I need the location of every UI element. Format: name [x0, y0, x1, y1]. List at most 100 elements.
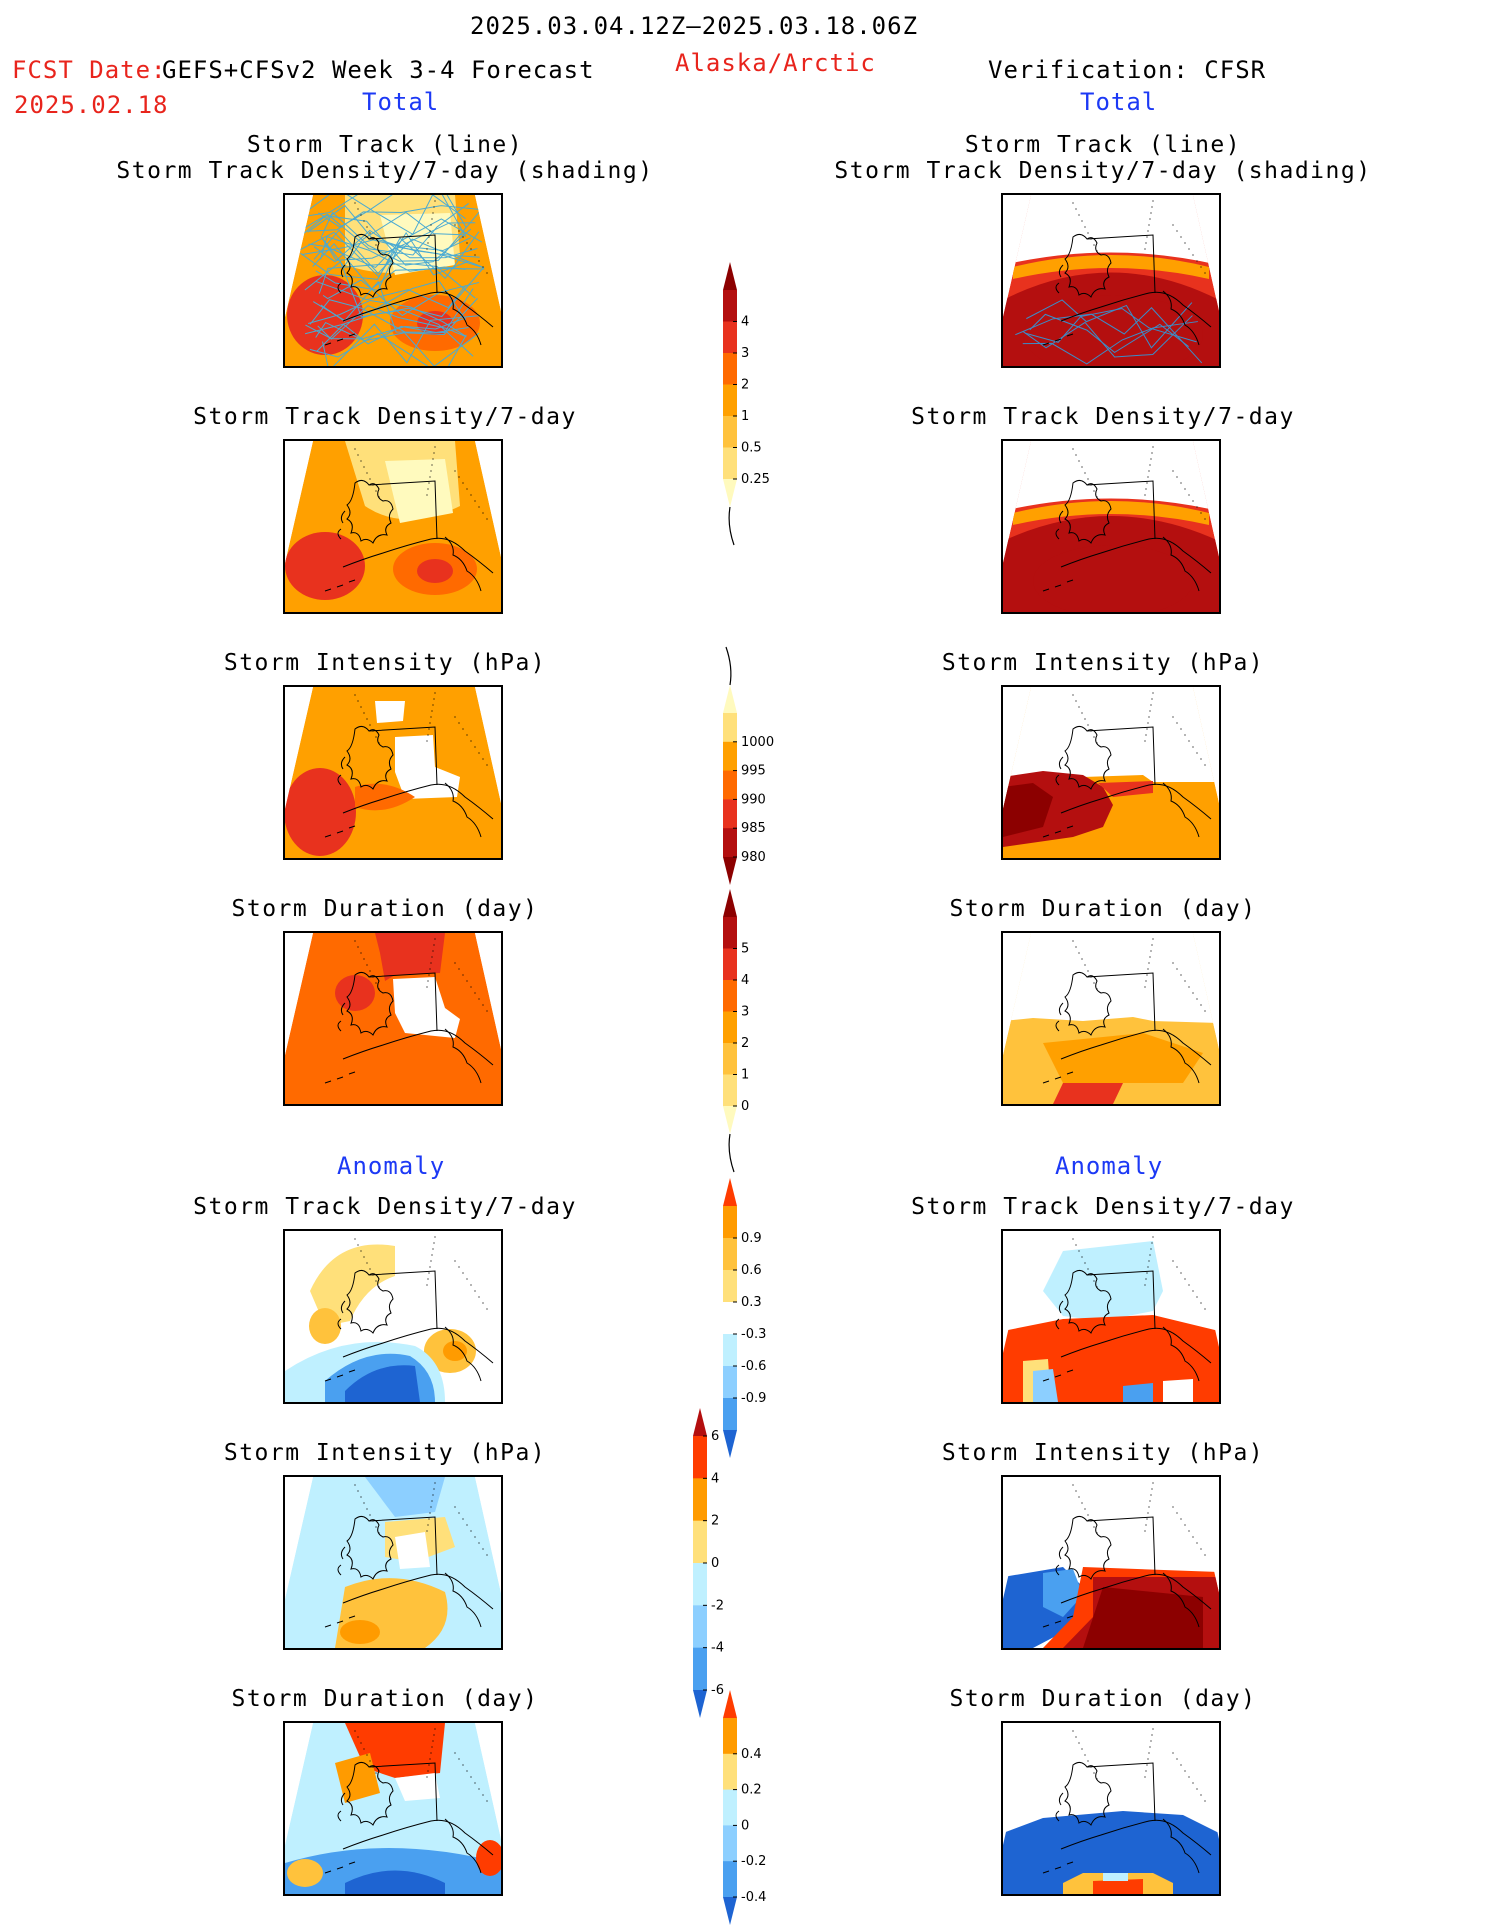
- coastline: [1042, 1269, 1212, 1382]
- field-contour: [395, 1773, 440, 1801]
- west-coast-islands: [337, 1546, 346, 1576]
- aleutian-islands: [324, 1615, 356, 1628]
- colorbar-tick-label: 2: [741, 378, 749, 393]
- field-contour: [1043, 1241, 1163, 1321]
- colorbar-swatch: [723, 1206, 737, 1239]
- field-contour: [1003, 195, 1219, 265]
- aleutian-chain: [342, 1029, 494, 1066]
- panhandle-coast: [1162, 1572, 1200, 1628]
- panhandle-coast: [1162, 290, 1200, 346]
- colorbar-swatch: [723, 384, 737, 417]
- field-contour: [395, 735, 460, 799]
- storm-track: [315, 321, 480, 366]
- colorbar-swatch: [723, 980, 737, 1012]
- total-label-left: Total: [362, 88, 440, 116]
- colorbar-tick-label: 990: [741, 792, 766, 807]
- alaska-coast: [346, 479, 394, 544]
- anomaly-label-left: Anomaly: [337, 1152, 446, 1180]
- coastline: [1042, 971, 1212, 1084]
- colorbar-tick-label: 2: [711, 1514, 719, 1529]
- field-contour: [1003, 783, 1053, 837]
- field-layer: [1003, 1231, 1219, 1402]
- field-contour: [355, 783, 415, 811]
- field-contour: [285, 933, 501, 1104]
- aleutian-islands: [324, 1861, 356, 1874]
- colorbar-swatch: [723, 1718, 737, 1755]
- panhandle-coast: [444, 536, 482, 592]
- field-layer: [1003, 1723, 1219, 1894]
- panhandle-coast: [444, 290, 482, 346]
- colorbar-tick-label: 0.25: [741, 472, 770, 487]
- map-verif-anom-intensity: [1001, 1475, 1221, 1650]
- panhandle-coast: [1162, 1326, 1200, 1382]
- colorbar-swatch: [723, 416, 737, 448]
- coastline: [324, 725, 494, 838]
- colorbar-swatch: [693, 1647, 707, 1691]
- map-fcst-density: [283, 439, 503, 614]
- west-coast-islands: [337, 756, 346, 786]
- field-contour: [365, 1477, 445, 1517]
- field-contour: [476, 1840, 501, 1876]
- panhandle-coast: [1162, 536, 1200, 592]
- coastline: [1042, 1515, 1212, 1628]
- field-contour: [1053, 1083, 1123, 1104]
- colorbar-tick-label: 0.9: [741, 1231, 762, 1246]
- storm-track: [303, 203, 469, 256]
- colorbar-tick-label: 6: [711, 1429, 719, 1444]
- graticule: [354, 938, 488, 1012]
- panhandle-coast: [1162, 1028, 1200, 1084]
- colorbar-arrow-top: [723, 685, 737, 713]
- field-contour: [1103, 1873, 1128, 1881]
- field-contour: [1003, 933, 1219, 1023]
- graticule: [1072, 1482, 1206, 1556]
- colorbar-swatch: [723, 741, 737, 772]
- map-verif-track: [1001, 193, 1221, 368]
- storm-track: [296, 215, 472, 266]
- west-coast-islands: [337, 1002, 346, 1032]
- colorbar-tick-label: 0.2: [741, 1783, 762, 1798]
- storm-track: [315, 246, 480, 291]
- coastline: [324, 971, 494, 1084]
- aleutian-chain: [342, 1819, 494, 1856]
- coastline: [324, 479, 494, 592]
- field-contour: [417, 559, 453, 583]
- coastline: [1042, 725, 1212, 838]
- alaska-coast: [1064, 1761, 1112, 1826]
- colorbar-tick-label: 0: [741, 1099, 749, 1114]
- colorbar-swatch: [723, 447, 737, 480]
- title-density-right: Storm Track Density/7-day: [911, 404, 1295, 430]
- title-anom-duration-right: Storm Duration (day): [949, 1686, 1257, 1712]
- coastline: [324, 1269, 494, 1382]
- storm-track: [1022, 315, 1193, 358]
- title-track-shading-right: Storm Track Density/7-day (shading): [834, 158, 1372, 184]
- coastline: [324, 1515, 494, 1628]
- colorbar-tick-label: 0: [741, 1818, 749, 1833]
- storm-track: [300, 231, 480, 280]
- storm-track: [297, 195, 466, 220]
- colorbar-swatch: [723, 321, 737, 354]
- colorbar-arrow-bottom: [693, 1690, 707, 1718]
- aleutian-chain: [1060, 783, 1212, 820]
- field-contour: [1123, 1383, 1153, 1402]
- alaska-coast: [1064, 971, 1112, 1036]
- storm-track: [308, 218, 483, 269]
- colorbar-arrow-top: [723, 1178, 737, 1206]
- field-contour: [1083, 1587, 1203, 1648]
- storm-track: [322, 211, 466, 268]
- colorbar-tick-label: 4: [741, 315, 749, 330]
- alaska-coast: [1064, 1515, 1112, 1580]
- field-layer: [1003, 687, 1219, 858]
- canada-border: [1086, 1762, 1156, 1822]
- storm-track: [320, 222, 476, 261]
- field-contour: [1163, 1379, 1193, 1402]
- verification-label: Verification: CFSR: [988, 56, 1267, 84]
- graticule: [354, 692, 488, 766]
- aleutian-chain: [342, 291, 494, 328]
- storm-track: [1026, 299, 1193, 349]
- field-contour: [1013, 255, 1209, 279]
- map-verif-intensity: [1001, 685, 1221, 860]
- canada-border: [1086, 1516, 1156, 1576]
- title-track-line-right: Storm Track (line): [964, 132, 1242, 158]
- field-contour: [1013, 501, 1209, 525]
- canada-border: [1086, 972, 1156, 1032]
